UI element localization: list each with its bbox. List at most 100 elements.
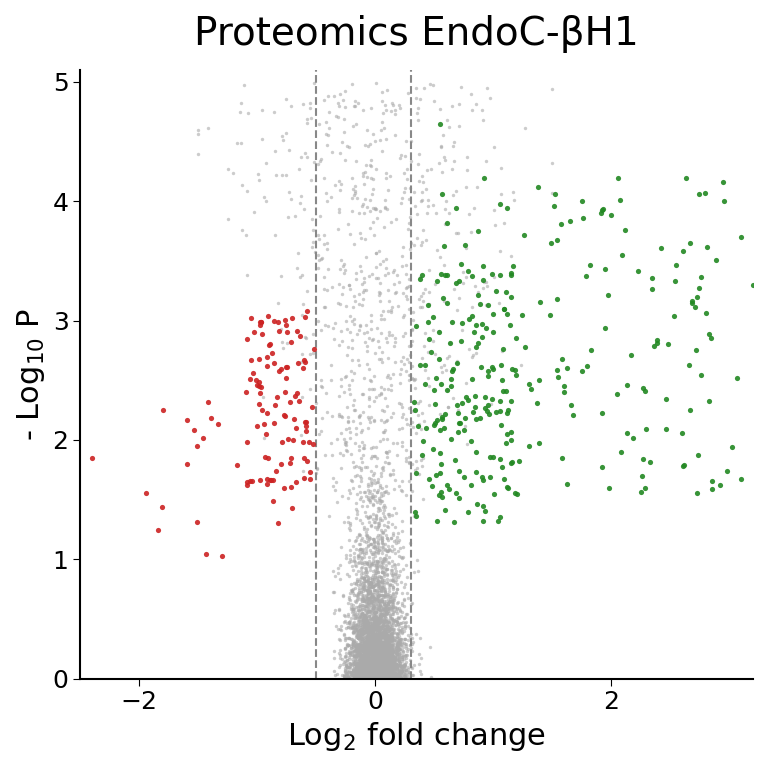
Point (372, 272, 384, 284)
Point (360, 326, 372, 338)
Point (363, 533, 376, 545)
Point (346, 669, 358, 681)
Point (358, 571, 370, 584)
Point (376, 667, 388, 680)
Point (361, 600, 373, 612)
Point (378, 637, 390, 649)
Point (347, 609, 359, 621)
Point (370, 644, 382, 656)
Point (350, 460, 362, 472)
Point (362, 667, 375, 680)
Point (380, 642, 392, 654)
Point (379, 553, 392, 565)
Point (374, 667, 386, 680)
Point (373, 649, 386, 661)
Point (351, 644, 363, 657)
Point (400, 267, 412, 280)
Point (392, 658, 405, 670)
Point (509, 364, 521, 376)
Point (373, 529, 386, 541)
Point (377, 629, 389, 641)
Point (335, 253, 347, 266)
Point (373, 654, 386, 667)
Point (385, 630, 397, 642)
Point (359, 574, 371, 587)
Point (363, 657, 376, 669)
Point (400, 260, 412, 272)
Point (639, 482, 651, 494)
Point (361, 665, 373, 677)
Point (392, 668, 404, 680)
Point (312, 248, 324, 260)
Point (386, 670, 398, 683)
Point (368, 533, 380, 545)
Point (369, 656, 382, 668)
Point (318, 301, 330, 313)
Point (381, 577, 393, 589)
Point (350, 638, 362, 650)
Point (386, 619, 398, 631)
Point (354, 669, 366, 681)
Point (339, 610, 351, 622)
Point (238, 79, 250, 91)
Point (399, 620, 411, 632)
Point (372, 670, 385, 683)
Point (369, 668, 382, 680)
Point (335, 372, 347, 385)
Point (372, 565, 384, 578)
Point (389, 655, 401, 667)
Point (344, 432, 356, 445)
Point (393, 654, 406, 667)
Point (375, 667, 387, 679)
Point (371, 593, 383, 605)
Point (470, 319, 482, 331)
Point (366, 640, 378, 652)
Point (357, 665, 369, 677)
Point (356, 545, 369, 557)
Point (366, 641, 379, 653)
Point (417, 295, 429, 307)
Point (423, 78, 435, 90)
Point (370, 665, 382, 677)
Point (372, 502, 385, 514)
Point (355, 586, 367, 598)
Point (372, 631, 385, 644)
Point (376, 601, 388, 614)
Point (360, 646, 372, 658)
Point (335, 624, 347, 636)
Point (335, 409, 347, 422)
Point (364, 415, 376, 428)
Point (360, 562, 372, 574)
Point (366, 667, 379, 679)
Point (382, 369, 394, 381)
Point (640, 423, 652, 435)
Point (356, 634, 368, 646)
Point (380, 664, 392, 676)
Point (372, 335, 384, 347)
Point (262, 310, 274, 322)
Point (555, 217, 568, 230)
Point (372, 669, 385, 681)
Point (346, 649, 359, 661)
Point (378, 574, 390, 586)
Point (353, 659, 365, 671)
Point (414, 664, 426, 677)
Point (359, 647, 372, 660)
Point (373, 615, 386, 627)
Point (381, 631, 393, 643)
Point (358, 572, 370, 584)
Point (379, 668, 392, 680)
Point (346, 205, 358, 217)
Point (369, 661, 381, 674)
Point (376, 670, 388, 683)
Point (351, 624, 363, 637)
Point (377, 651, 389, 664)
Point (389, 568, 401, 580)
Point (376, 670, 389, 683)
Point (369, 490, 381, 502)
Point (385, 664, 397, 676)
Point (367, 499, 379, 511)
Point (379, 647, 391, 659)
Point (353, 298, 365, 310)
Point (359, 565, 371, 578)
